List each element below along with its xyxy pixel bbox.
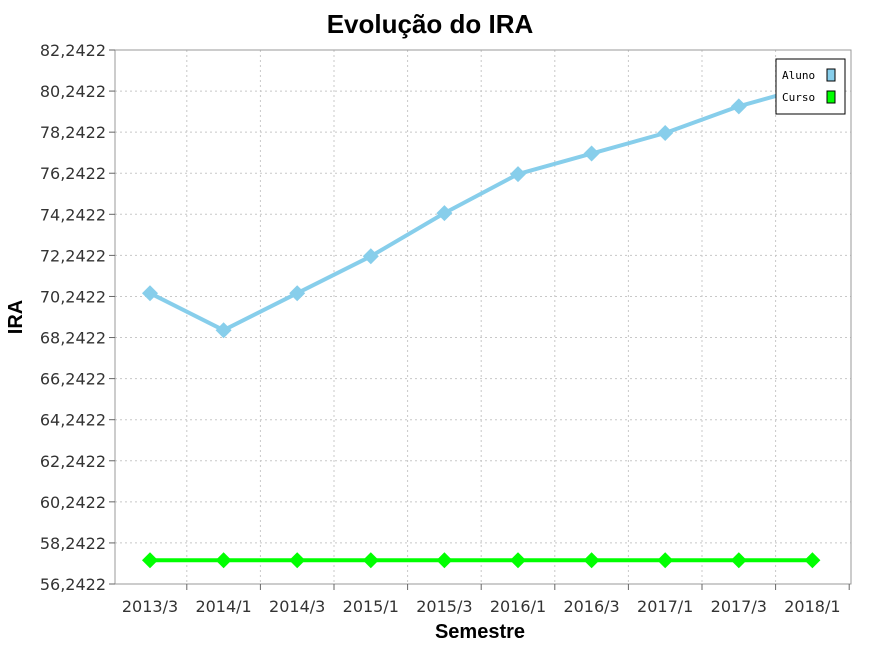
plot-area-border [114,49,852,585]
data-point-aluno [289,285,306,302]
y-tick-label: 72,2422 [40,246,106,265]
data-point-aluno [362,248,379,265]
y-tick-label: 78,2422 [40,123,106,142]
y-tick-label: 74,2422 [40,205,106,224]
x-tick-label: 2014/3 [269,597,325,616]
x-tick-label: 2014/1 [195,597,251,616]
data-point-aluno [583,145,600,162]
y-tick-label: 68,2422 [40,329,106,348]
x-tick-label: 2013/3 [122,597,178,616]
legend-swatch-curso [826,90,836,104]
chart-title: Evolução do IRA [327,9,534,39]
data-point-aluno [142,285,158,302]
legend: Aluno Curso [775,58,846,115]
grid-lines [115,49,851,585]
data-point-curso [657,552,674,569]
data-point-curso [583,552,600,569]
data-point-curso [436,552,453,569]
x-tick-label: 2015/1 [343,597,399,616]
y-axis-label: IRA [5,300,27,334]
x-tick-label: 2015/3 [416,597,472,616]
x-tick-label: 2018/1 [784,597,840,616]
legend-label-curso: Curso [782,91,815,104]
data-point-aluno [436,205,453,222]
y-tick-label: 62,2422 [40,452,106,471]
data-point-aluno [657,125,674,142]
x-tick-label: 2017/3 [711,597,767,616]
data-point-aluno [510,166,526,183]
y-tick-label: 82,2422 [40,41,106,60]
data-point-curso [362,552,379,569]
legend-box [775,58,846,115]
y-tick-label: 66,2422 [40,370,106,389]
series-curso [142,552,821,569]
data-point-curso [510,552,526,569]
data-point-aluno [215,322,232,339]
x-tick-label: 2016/1 [490,597,546,616]
data-point-curso [730,552,747,569]
data-point-curso [215,552,232,569]
series-line-aluno [149,83,813,333]
y-tick-label: 64,2422 [40,411,106,430]
x-tick-label: 2016/3 [563,597,619,616]
x-axis-label: Semestre [435,621,525,643]
data-point-curso [289,552,306,569]
y-tick-label: 56,2422 [40,575,106,594]
data-point-curso [804,552,821,569]
y-tick-label: 80,2422 [40,82,106,101]
data-point-curso [142,552,158,569]
legend-swatch-aluno [826,68,836,82]
data-point-aluno [730,98,747,115]
axes: 56,2422 58,2422 60,2422 62,2422 64,2422 66,24… [40,41,850,616]
y-tick-label: 76,2422 [40,164,106,183]
x-tick-label: 2017/1 [637,597,693,616]
y-tick-label: 60,2422 [40,493,106,512]
y-tick-label: 70,2422 [40,287,106,306]
legend-label-aluno: Aluno [782,69,815,82]
y-tick-label: 58,2422 [40,534,106,553]
